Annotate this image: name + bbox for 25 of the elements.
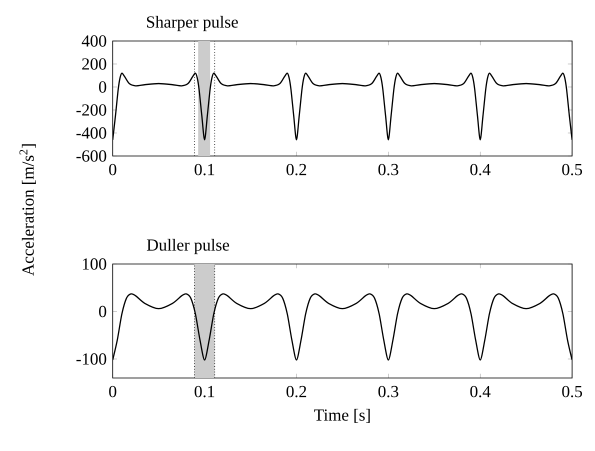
x-axis-title: Time [s] <box>314 408 370 423</box>
y-tick-label: 0 <box>99 81 106 93</box>
x-tick-label: 0.1 <box>194 164 214 176</box>
y-axis-title: Acceleration [m/s$^{2}$] <box>20 144 36 276</box>
y-tick-label: 400 <box>82 35 106 47</box>
x-tick-label: 0 <box>109 386 116 398</box>
x-tick-label: 0.4 <box>470 386 491 398</box>
x-tick-label: 0.5 <box>562 164 582 176</box>
chart-title: Sharper pulse <box>146 16 238 32</box>
x-tick-label: 0.4 <box>470 164 491 176</box>
y-tick-label: -100 <box>76 353 106 365</box>
x-tick-label: 0.1 <box>194 386 214 398</box>
y-tick-label: 200 <box>82 58 106 70</box>
y-tick-label: -600 <box>76 150 106 162</box>
x-tick-label: 0.2 <box>286 386 306 398</box>
x-tick-label: 0.5 <box>562 386 582 398</box>
y-tick-label: -200 <box>76 104 106 116</box>
y-tick-label: -400 <box>76 127 106 139</box>
x-tick-label: 0.3 <box>378 164 398 176</box>
y-tick-label: 100 <box>82 258 106 270</box>
x-tick-label: 0 <box>109 164 116 176</box>
y-tick-label: 0 <box>99 306 106 318</box>
x-tick-label: 0.3 <box>378 386 398 398</box>
chart-title: Duller pulse <box>146 238 230 254</box>
x-tick-label: 0.2 <box>286 164 306 176</box>
